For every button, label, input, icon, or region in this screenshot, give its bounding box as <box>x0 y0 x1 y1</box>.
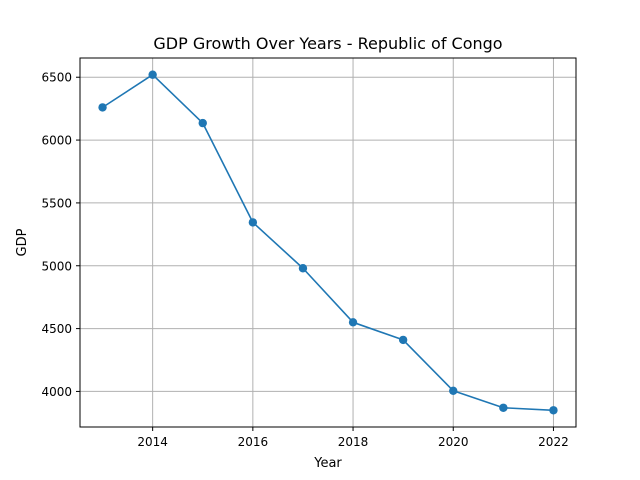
x-tick-label: 2020 <box>438 435 469 449</box>
y-tick-label: 4500 <box>41 322 72 336</box>
plot-frame <box>79 57 577 428</box>
ticks: 2014 2016 2018 2020 2022 4000 4500 5000 5500 6000… <box>41 71 568 449</box>
y-tick-label: 4000 <box>41 385 72 399</box>
x-tick-label: 2022 <box>538 435 569 449</box>
x-tick-label: 2018 <box>338 435 369 449</box>
data-point <box>549 406 558 415</box>
data-point <box>198 118 207 128</box>
x-tick-label: 2016 <box>238 435 269 449</box>
data-point <box>449 386 458 395</box>
data-point <box>248 218 258 227</box>
y-tick-label: 6000 <box>41 134 72 148</box>
x-axis-label: Year <box>313 456 342 471</box>
data-point <box>148 70 157 79</box>
data-point <box>98 103 107 112</box>
data-point <box>348 318 358 327</box>
chart-title: GDP Growth Over Years - Republic of Cong… <box>153 34 502 53</box>
data-point <box>499 403 508 412</box>
y-tick-label: 5500 <box>41 196 72 210</box>
grid <box>80 58 576 427</box>
data-point <box>398 335 408 345</box>
x-tick-label: 2014 <box>137 435 168 449</box>
series <box>98 70 558 415</box>
y-tick-label: 6500 <box>41 71 72 85</box>
y-axis-label: GDP <box>15 228 30 256</box>
series-line <box>101 73 555 412</box>
data-point <box>298 264 308 273</box>
y-tick-label: 5000 <box>41 259 72 273</box>
